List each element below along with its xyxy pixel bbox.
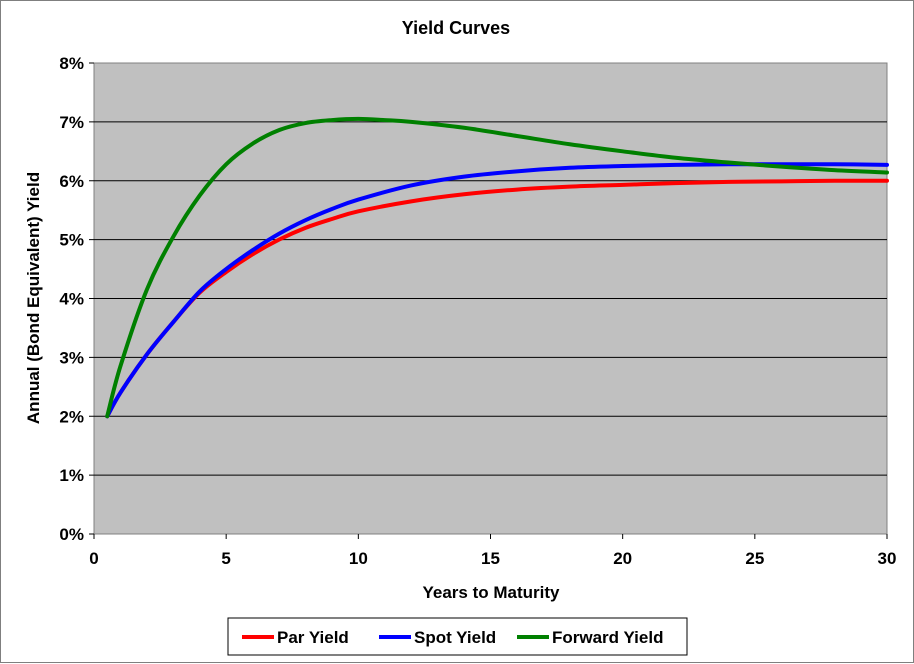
y-tick-label: 6% [59,172,84,191]
legend: Par Yield Spot Yield Forward Yield [227,617,688,656]
y-tick-label: 1% [59,466,84,485]
x-axis-title: Years to Maturity [423,583,561,602]
series-line-spot-yield [105,162,889,419]
legend-box [227,617,688,656]
x-tick-label: 10 [349,549,368,568]
x-axis-ticks: 0 5 10 15 20 25 30 [89,534,896,568]
legend-label-par-yield: Par Yield [277,628,349,647]
chart-title: Yield Curves [402,18,510,38]
y-tick-label: 7% [59,113,84,132]
series-lines [105,116,889,419]
x-tick-label: 20 [613,549,632,568]
y-axis-ticks: 0% 1% 2% 3% 4% 5% 6% 7% 8% [59,54,94,544]
x-tick-label: 25 [745,549,764,568]
y-tick-label: 2% [59,407,84,426]
y-tick-label: 3% [59,348,84,367]
x-tick-label: 30 [878,549,897,568]
y-tick-label: 8% [59,54,84,73]
legend-items: Par Yield Spot Yield Forward Yield [242,628,663,647]
y-axis-title: Annual (Bond Equivalent) Yield [24,172,43,424]
x-tick-label: 5 [221,549,230,568]
legend-label-forward-yield: Forward Yield [552,628,663,647]
y-tick-label: 5% [59,231,84,250]
legend-label-spot-yield: Spot Yield [414,628,496,647]
y-tick-label: 4% [59,290,84,309]
x-tick-label: 15 [481,549,500,568]
y-tick-label: 0% [59,525,84,544]
x-tick-label: 0 [89,549,98,568]
series-line-forward-yield [105,116,889,419]
